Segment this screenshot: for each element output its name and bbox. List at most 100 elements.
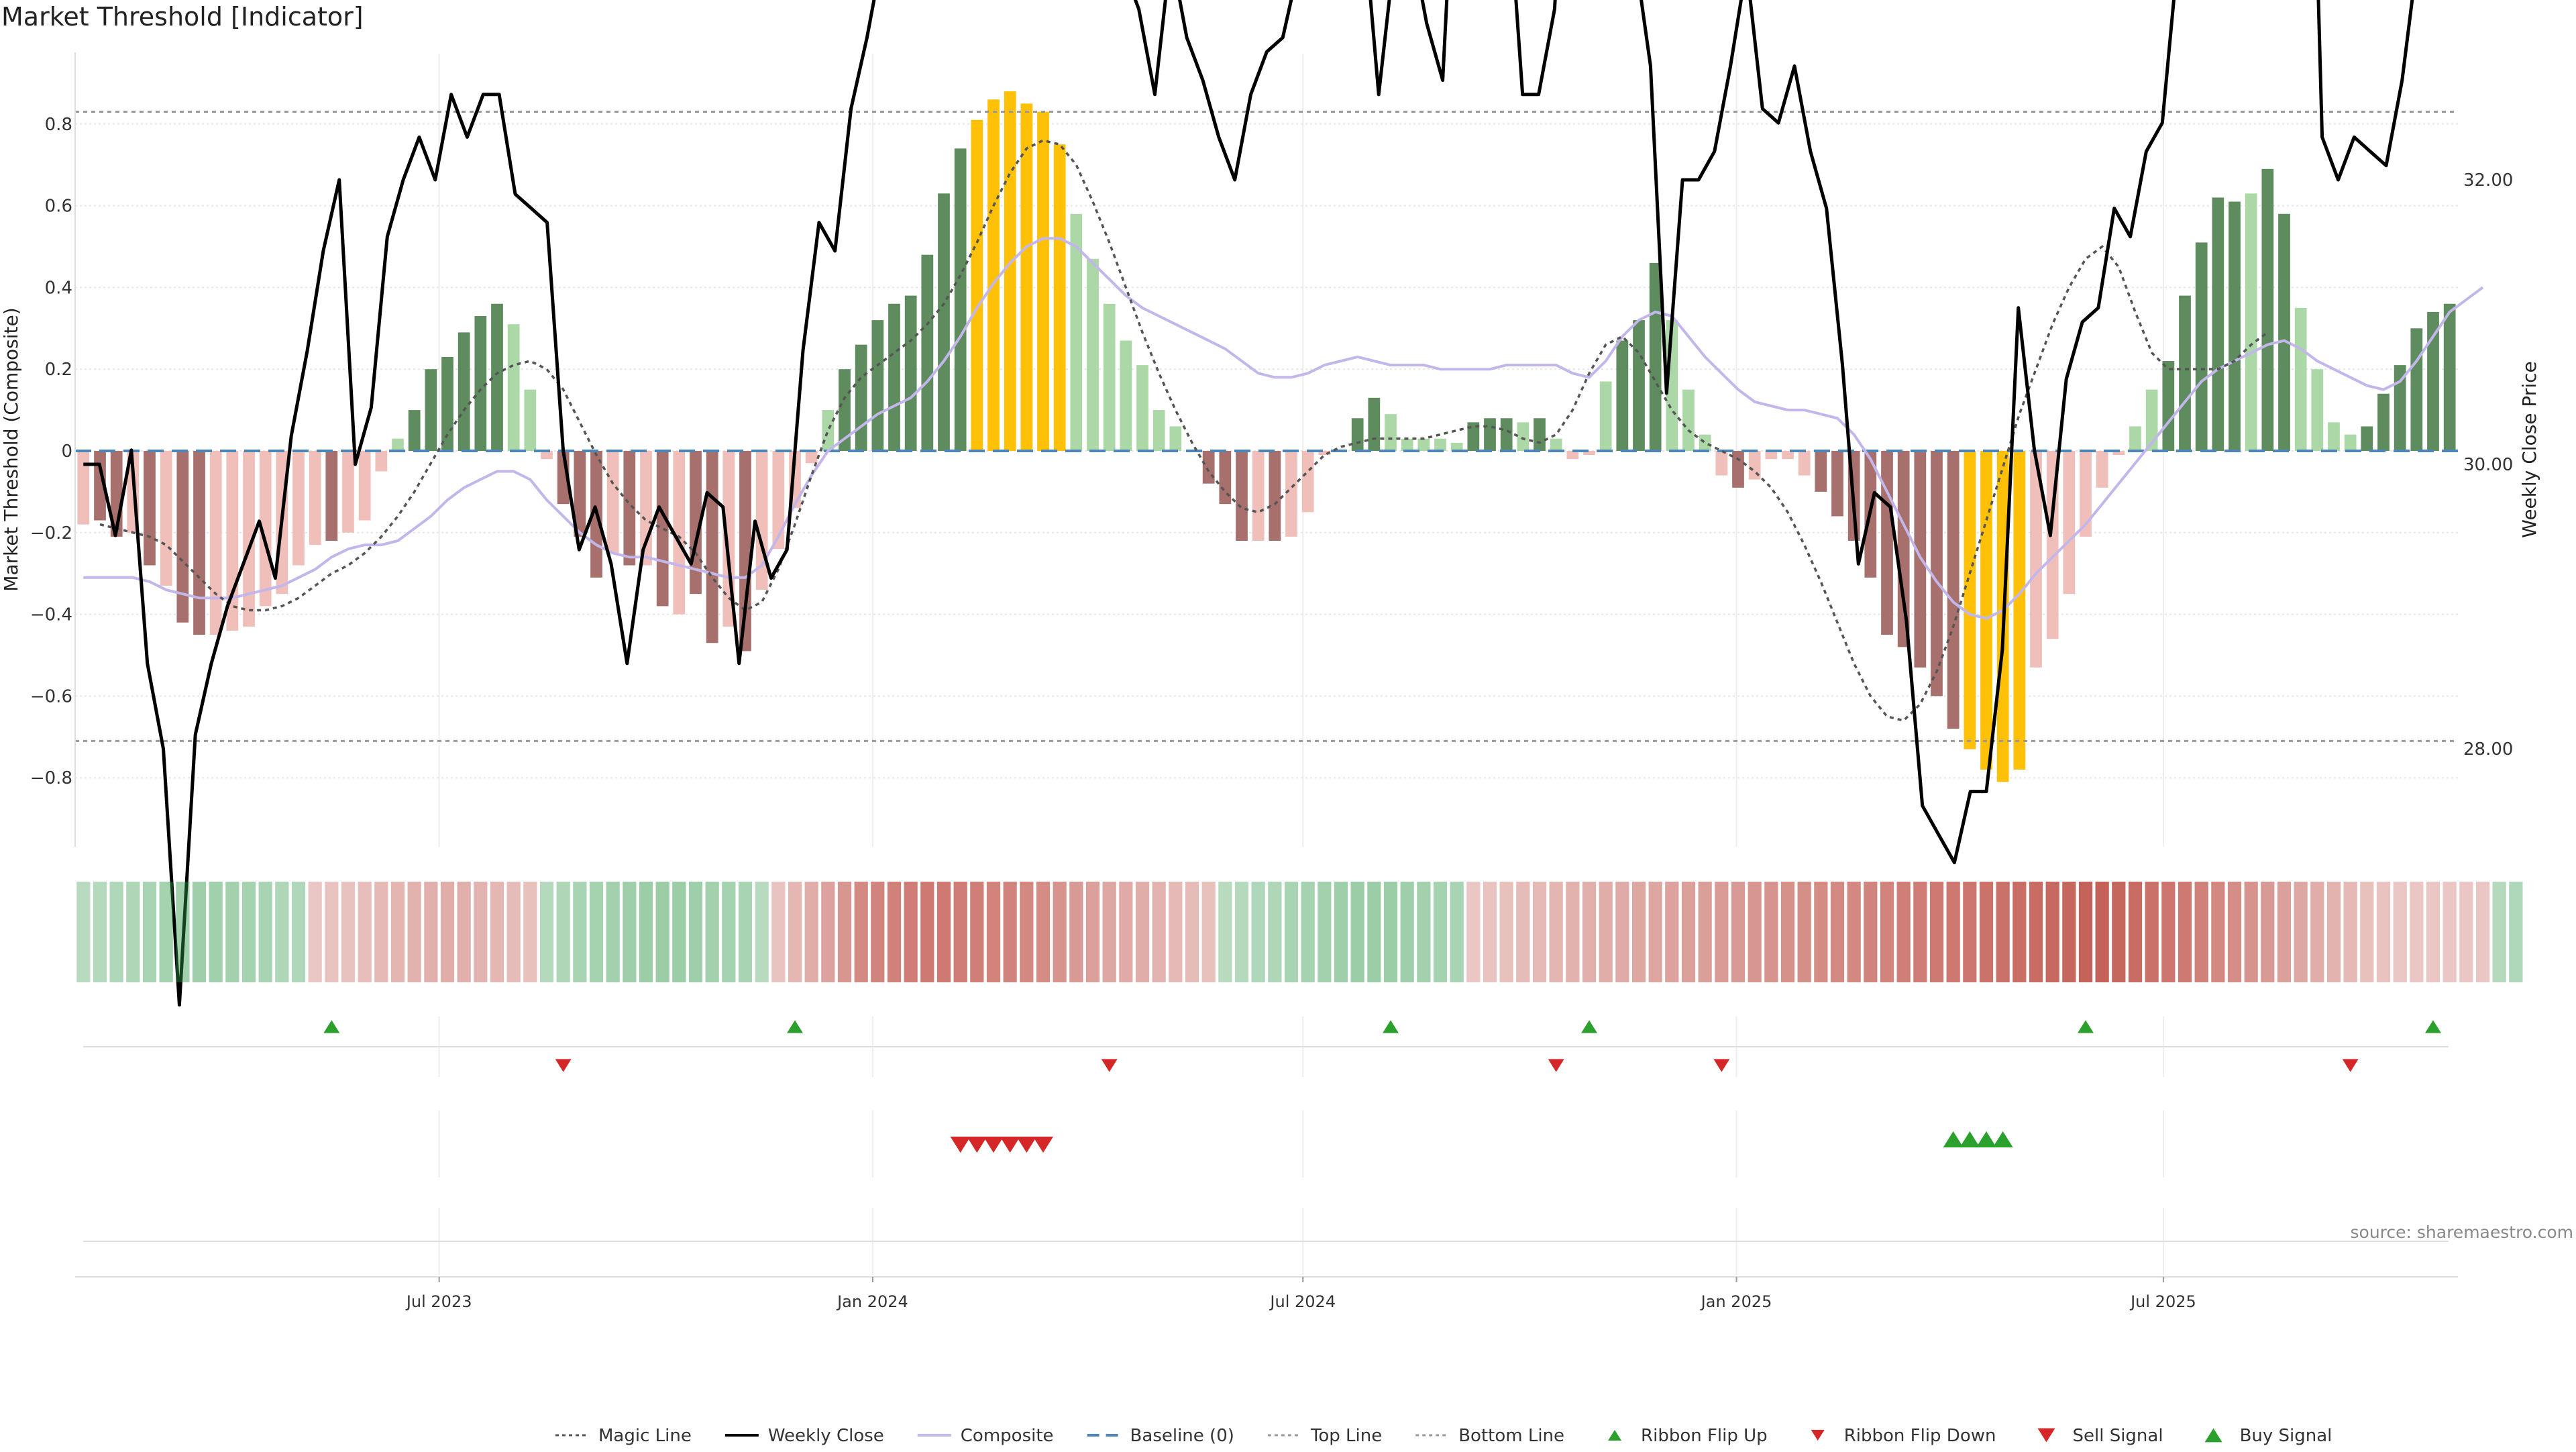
composite-bar [541, 451, 553, 460]
ribbon-cell [705, 882, 719, 982]
ribbon-cell [755, 882, 769, 982]
ribbon-cell [2029, 882, 2043, 982]
ribbon-cell [474, 882, 488, 982]
composite-bar [1004, 91, 1016, 451]
composite-bar [2112, 451, 2125, 456]
ribbon-cell [1830, 882, 1845, 982]
composite-bar [2328, 422, 2340, 451]
ribbon-cell [771, 882, 786, 982]
legend-item: Weekly Close [724, 1426, 884, 1446]
composite-bar [1020, 103, 1033, 452]
ribbon-cell [1169, 882, 1183, 982]
buy-signal-marker [1943, 1131, 1964, 1147]
ribbon-cell [76, 882, 91, 982]
composite-bar [888, 303, 900, 451]
ribbon-cell [2112, 882, 2126, 982]
ribbon-cell [1797, 882, 1811, 982]
ribbon-cell [2360, 882, 2374, 982]
ribbon-cell [1433, 882, 1448, 982]
composite-bar [2394, 365, 2406, 451]
ribbon-cell [258, 882, 272, 982]
ribbon-cell [1896, 882, 1911, 982]
ribbon-cell [1135, 882, 1150, 982]
ribbon-cell [109, 882, 123, 982]
composite-bar [656, 451, 669, 607]
composite-bar [375, 451, 388, 472]
composite-bar [1583, 451, 1595, 456]
legend-item: Ribbon Flip Down [1811, 1426, 1996, 1446]
ribbon-cell [1814, 882, 1828, 982]
x-tick-label: Jul 2023 [405, 1292, 472, 1311]
ribbon-cell [2277, 882, 2292, 982]
buy-signal-marker [1976, 1131, 1996, 1147]
legend-label: Ribbon Flip Down [1844, 1426, 1996, 1446]
ribbon-cell [1251, 882, 1265, 982]
legend-item: Buy Signal [2204, 1426, 2332, 1446]
composite-bar [2261, 168, 2274, 452]
ribbon-cell [556, 882, 570, 982]
ribbon-cell [1549, 882, 1563, 982]
ribbon-cell [1417, 882, 1431, 982]
legend-label: Baseline (0) [1130, 1426, 1234, 1446]
composite-bar [1087, 258, 1099, 451]
ribbon-cell [1069, 882, 1083, 982]
composite-bar [1881, 451, 1893, 635]
composite-bar [1831, 451, 1843, 517]
ribbon-cell [1780, 882, 1795, 982]
composite-bar [309, 451, 321, 546]
composite-bar [392, 438, 404, 451]
composite-bar [938, 193, 950, 451]
legend-swatch [2204, 1428, 2222, 1443]
ribbon-cell [176, 882, 190, 982]
ribbon-cell [2509, 882, 2523, 982]
ribbon-flip-down-marker [2342, 1059, 2359, 1072]
axes-layer: 0.80.60.40.20−0.2−0.4−0.6−0.836.0034.003… [30, 52, 2513, 847]
ribbon-cell [1698, 882, 1712, 982]
ribbon-cell [1979, 882, 1994, 982]
ribbon-cell [523, 882, 537, 982]
ribbon-cell [1483, 882, 1497, 982]
legend-item: Magic Line [555, 1426, 692, 1446]
ribbon-cell [390, 882, 405, 982]
ribbon-cell [986, 882, 1001, 982]
composite-bar [2410, 328, 2423, 451]
ribbon-cell [1582, 882, 1597, 982]
composite-bar [2195, 242, 2208, 451]
ribbon-cell [2045, 882, 2059, 982]
y-tick-label: −0.8 [30, 768, 72, 788]
composite-bar [441, 356, 453, 451]
legend-label: Magic Line [598, 1426, 692, 1446]
composite-bar [921, 254, 934, 451]
composite-bar [1053, 144, 1066, 451]
ribbon-cell [1516, 882, 1530, 982]
y-tick-label: 0.8 [45, 115, 72, 135]
legend-item: Top Line [1267, 1426, 1382, 1446]
composite-bar [193, 451, 205, 635]
composite-bar [259, 451, 272, 607]
composite-bar [706, 451, 718, 643]
composite-bar [1467, 422, 1480, 451]
ribbon-cell [440, 882, 455, 982]
composite-bar [1699, 434, 1711, 451]
sell-signal-marker [967, 1137, 987, 1153]
composite-bar [2162, 361, 2175, 451]
bars-layer [77, 91, 2456, 782]
ribbon-flip-down-marker [1548, 1059, 1564, 1072]
ribbon-cell [1201, 882, 1216, 982]
composite-bar [1633, 320, 1645, 451]
ribbon-cell [2244, 882, 2258, 982]
composite-bar [1947, 451, 1960, 729]
ribbon-cell [1119, 882, 1133, 982]
composite-bar [491, 303, 503, 451]
ribbon-cell [738, 882, 753, 982]
ribbon-flip-up-marker [1581, 1020, 1597, 1033]
composite-bar [2129, 426, 2141, 451]
ribbon-cell [93, 882, 107, 982]
composite-bar [524, 389, 537, 451]
ribbon-cell [1764, 882, 1778, 982]
ribbon-cell [275, 882, 289, 982]
ribbon-flip-up-marker [2425, 1020, 2441, 1033]
composite-bar [2080, 451, 2092, 537]
composite-bar [1566, 451, 1579, 460]
legend-item: Sell Signal [2037, 1426, 2163, 1446]
